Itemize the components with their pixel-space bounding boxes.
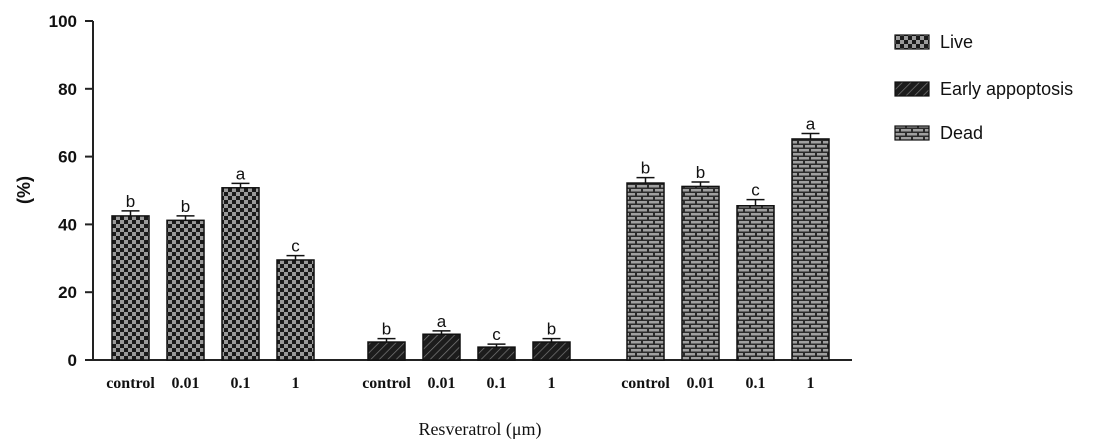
y-axis-label: (%) (14, 176, 34, 204)
significance-letter: c (492, 325, 501, 344)
x-tick-label: 1 (807, 375, 815, 392)
significance-letter: a (806, 115, 816, 134)
significance-letter: b (181, 197, 190, 216)
bar (367, 341, 406, 361)
bar (276, 259, 315, 361)
legend-swatch (894, 81, 930, 97)
significance-letter: a (236, 164, 246, 183)
bar (791, 138, 830, 361)
bar (681, 185, 720, 361)
legend-swatch (894, 34, 930, 50)
significance-letter: c (291, 237, 300, 256)
x-tick-label: 0.1 (746, 375, 766, 392)
y-tick-label: 80 (58, 80, 77, 99)
axes: 0 20 40 60 80 100 (%) Resveratrol (μm) (14, 12, 852, 440)
legend: Live Early appoptosis Dead (894, 32, 1073, 143)
significance-letter: a (437, 312, 447, 331)
y-tick-label: 60 (58, 148, 77, 167)
bar (736, 205, 775, 361)
significance-letter: b (696, 163, 705, 182)
significance-letter: b (126, 192, 135, 211)
bar (477, 346, 516, 361)
bars (111, 132, 830, 361)
significance-letter: b (641, 159, 650, 178)
significance-letter: b (547, 320, 556, 339)
bar (626, 182, 665, 361)
labels: b control b 0.01 a 0.1 c 1 b control a 0.01 c 0.1 b 1 b c… (106, 115, 816, 392)
x-tick-label: 0.1 (487, 375, 507, 392)
x-tick-label: 0.1 (231, 375, 251, 392)
x-tick-label: 0.01 (172, 375, 200, 392)
bar (532, 341, 571, 361)
y-tick-label: 0 (68, 351, 77, 370)
x-tick-label: 1 (548, 375, 556, 392)
x-tick-label: control (362, 375, 411, 392)
x-tick-label: 1 (292, 375, 300, 392)
significance-letter: b (382, 320, 391, 339)
y-tick-label: 40 (58, 215, 77, 234)
bar (422, 333, 461, 361)
legend-swatch (894, 125, 930, 141)
bar (166, 219, 205, 361)
bar (111, 215, 150, 361)
x-tick-label: control (621, 375, 670, 392)
legend-label: Dead (940, 123, 983, 143)
x-tick-label: 0.01 (428, 375, 456, 392)
legend-label: Live (940, 32, 973, 52)
x-axis-label: Resveratrol (μm) (418, 419, 541, 440)
x-tick-label: 0.01 (687, 375, 715, 392)
bar (221, 187, 260, 361)
legend-label: Early appoptosis (940, 79, 1073, 99)
y-tick-label: 100 (49, 12, 77, 31)
significance-letter: c (751, 181, 760, 200)
y-tick-label: 20 (58, 283, 77, 302)
x-tick-label: control (106, 375, 155, 392)
